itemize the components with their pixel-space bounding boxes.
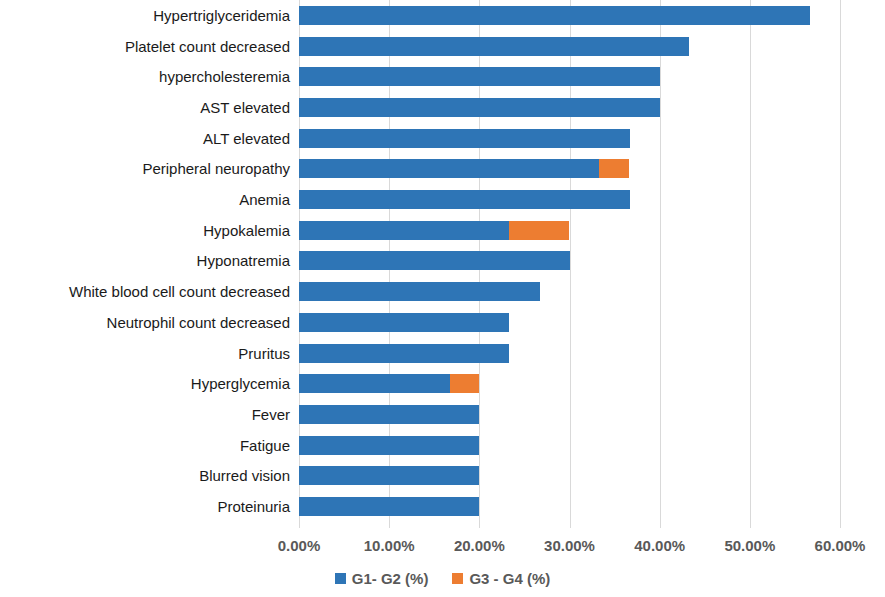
bar-track (299, 436, 877, 455)
bar-rows-container: Hypertriglyceridemia Platelet count decr… (0, 0, 877, 522)
bar-track (299, 313, 877, 332)
bar-segment-g3-g4 (509, 221, 569, 240)
bar-segment-g1-g2 (299, 159, 599, 178)
bar-segment-g1-g2 (299, 344, 509, 363)
category-label: Fatigue (0, 437, 299, 454)
bar-track (299, 159, 877, 178)
bar-track (299, 6, 877, 25)
bar-segment-g3-g4 (599, 159, 629, 178)
category-label: Anemia (0, 191, 299, 208)
x-axis-tick-label: 0.00% (278, 537, 321, 554)
chart-row: Hyperglycemia (0, 368, 877, 399)
x-axis-tick-label: 40.00% (634, 537, 685, 554)
x-axis-tick-label: 10.00% (364, 537, 415, 554)
chart-row: Hypertriglyceridemia (0, 0, 877, 31)
chart-row: Platelet count decreased (0, 31, 877, 62)
bar-segment-g1-g2 (299, 6, 810, 25)
bar-segment-g1-g2 (299, 129, 630, 148)
chart-row: Fever (0, 399, 877, 430)
adverse-events-stacked-bar-chart: Hypertriglyceridemia Platelet count decr… (0, 0, 885, 597)
bar-track (299, 190, 877, 209)
bar-track (299, 251, 877, 270)
chart-row: Hyponatremia (0, 246, 877, 277)
category-label: Blurred vision (0, 467, 299, 484)
bar-segment-g1-g2 (299, 67, 660, 86)
bar-track (299, 37, 877, 56)
x-axis: 0.00% 10.00% 20.00% 30.00% 40.00% 50.00% 60.00… (0, 537, 885, 555)
chart-row: AST elevated (0, 92, 877, 123)
bar-segment-g1-g2 (299, 466, 479, 485)
legend-item-label: G3 - G4 (%) (469, 570, 550, 587)
category-label: Peripheral neuropathy (0, 160, 299, 177)
chart-row: Peripheral neuropathy (0, 154, 877, 185)
category-label: Hyperglycemia (0, 375, 299, 392)
bar-segment-g1-g2 (299, 221, 509, 240)
chart-legend: G1- G2 (%) G3 - G4 (%) (0, 570, 885, 587)
bar-segment-g1-g2 (299, 497, 479, 516)
bar-track (299, 374, 877, 393)
legend-item: G3 - G4 (%) (452, 570, 550, 587)
chart-row: Neutrophil count decreased (0, 307, 877, 338)
chart-row: White blood cell count decreased (0, 276, 877, 307)
bar-track (299, 282, 877, 301)
x-axis-tick-label: 50.00% (724, 537, 775, 554)
chart-row: Fatigue (0, 430, 877, 461)
bar-segment-g1-g2 (299, 313, 509, 332)
category-label: hypercholesteremia (0, 68, 299, 85)
bar-track (299, 344, 877, 363)
bar-track (299, 67, 877, 86)
category-label: Hypertriglyceridemia (0, 7, 299, 24)
bar-track (299, 129, 877, 148)
bar-track (299, 221, 877, 240)
legend-swatch-icon (335, 573, 346, 584)
bar-segment-g1-g2 (299, 374, 450, 393)
category-label: White blood cell count decreased (0, 283, 299, 300)
bar-track (299, 466, 877, 485)
x-axis-tick-label: 30.00% (544, 537, 595, 554)
chart-row: Pruritus (0, 338, 877, 369)
bar-segment-g1-g2 (299, 37, 689, 56)
category-label: Hypokalemia (0, 222, 299, 239)
bar-track (299, 98, 877, 117)
category-label: Neutrophil count decreased (0, 314, 299, 331)
category-label: Hyponatremia (0, 252, 299, 269)
category-label: ALT elevated (0, 130, 299, 147)
x-axis-tick-label: 20.00% (454, 537, 505, 554)
chart-row: Blurred vision (0, 461, 877, 492)
chart-row: Proteinuria (0, 491, 877, 522)
category-label: Platelet count decreased (0, 38, 299, 55)
legend-item: G1- G2 (%) (335, 570, 429, 587)
bar-track (299, 405, 877, 424)
bar-segment-g1-g2 (299, 436, 479, 455)
bar-segment-g1-g2 (299, 98, 660, 117)
chart-row: ALT elevated (0, 123, 877, 154)
chart-row: hypercholesteremia (0, 61, 877, 92)
bar-segment-g1-g2 (299, 282, 540, 301)
category-label: Pruritus (0, 345, 299, 362)
chart-row: Anemia (0, 184, 877, 215)
legend-swatch-icon (452, 573, 463, 584)
bar-track (299, 497, 877, 516)
bar-segment-g1-g2 (299, 405, 479, 424)
bar-segment-g1-g2 (299, 251, 570, 270)
category-label: AST elevated (0, 99, 299, 116)
category-label: Proteinuria (0, 498, 299, 515)
legend-item-label: G1- G2 (%) (352, 570, 429, 587)
category-label: Fever (0, 406, 299, 423)
bar-segment-g1-g2 (299, 190, 630, 209)
bar-segment-g3-g4 (450, 374, 480, 393)
x-axis-tick-label: 60.00% (815, 537, 866, 554)
chart-row: Hypokalemia (0, 215, 877, 246)
